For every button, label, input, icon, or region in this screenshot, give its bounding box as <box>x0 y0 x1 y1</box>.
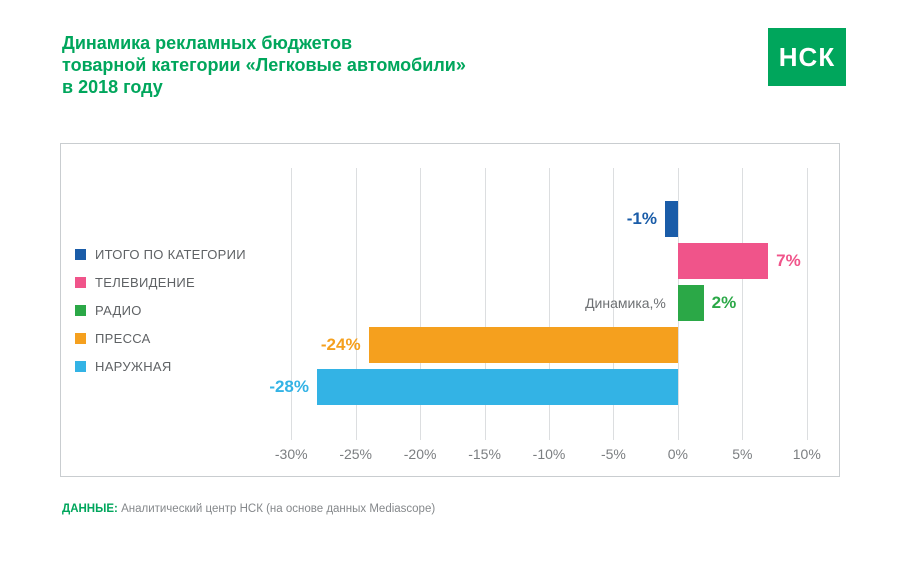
plot-area: -1% 7% 2% -24% -28% Динамика,% <box>259 168 839 440</box>
bar-value-label: 7% <box>776 251 801 270</box>
source-note: ДАННЫЕ: Аналитический центр НСК (на осно… <box>62 503 435 515</box>
legend-label: НАРУЖНАЯ <box>95 358 172 374</box>
legend-swatch <box>75 248 86 260</box>
gridline <box>549 168 550 440</box>
title-line-2: товарной категории «Легковые автомобили» <box>62 55 466 75</box>
legend-label: ПРЕССА <box>95 330 151 346</box>
legend-label: РАДИО <box>95 302 142 318</box>
title-line-3: в 2018 году <box>62 77 163 97</box>
legend-item: НАРУЖНАЯ <box>75 352 246 380</box>
x-axis: -30% -25% -20% -15% -10% -5% 0% 5% 10% <box>259 446 839 466</box>
legend-swatch <box>75 360 86 372</box>
gridline <box>291 168 293 440</box>
legend-item: ПРЕССА <box>75 324 246 352</box>
bar-value-label: -28% <box>269 377 309 396</box>
axis-annotation: Динамика,% <box>585 295 666 311</box>
gridline <box>742 168 744 440</box>
chart-area: ИТОГО ПО КАТЕГОРИИ ТЕЛЕВИДЕНИЕ РАДИО ПРЕССА… <box>60 143 840 477</box>
source-text: Аналитический центр НСК (на основе данны… <box>117 503 436 515</box>
bar-value-label: -24% <box>320 335 361 354</box>
x-tick-label: -30% <box>274 446 308 462</box>
gridline <box>613 168 615 440</box>
x-tick-label: -15% <box>468 446 501 462</box>
gridline <box>420 168 422 440</box>
x-tick-label: 0% <box>667 446 688 462</box>
bar <box>368 327 678 363</box>
x-tick-label: -10% <box>532 446 566 462</box>
x-tick-label: -20% <box>403 446 437 462</box>
gridline <box>484 168 486 440</box>
gridline <box>806 168 808 440</box>
nsk-logo-text: НСК <box>778 41 836 72</box>
x-tick-label: -5% <box>600 446 626 462</box>
bar <box>677 243 769 279</box>
x-tick-label: 5% <box>732 446 753 462</box>
legend-label: ТЕЛЕВИДЕНИЕ <box>95 274 196 290</box>
nsk-logo: НСК <box>768 28 846 86</box>
legend-item: ИТОГО ПО КАТЕГОРИИ <box>75 240 246 268</box>
bar-value-label: 2% <box>711 293 737 312</box>
legend: ИТОГО ПО КАТЕГОРИИ ТЕЛЕВИДЕНИЕ РАДИО ПРЕССА… <box>75 240 246 380</box>
bar <box>665 201 678 237</box>
chart-title: Динамика рекламных бюджетов товарной кат… <box>62 32 466 98</box>
gridline <box>355 168 357 440</box>
title-line-1: Динамика рекламных бюджетов <box>62 33 353 53</box>
bar <box>677 285 704 321</box>
legend-item: ТЕЛЕВИДЕНИЕ <box>75 268 246 296</box>
x-tick-label: 10% <box>792 446 821 462</box>
legend-swatch <box>75 276 86 288</box>
legend-swatch <box>75 304 86 316</box>
legend-label: ИТОГО ПО КАТЕГОРИИ <box>95 246 246 262</box>
legend-swatch <box>75 332 86 344</box>
x-tick-label: -25% <box>339 446 372 462</box>
legend-item: РАДИО <box>75 296 246 324</box>
bar <box>317 369 678 405</box>
source-label: ДАННЫЕ: <box>62 503 118 515</box>
bar-value-label: -1% <box>626 209 657 228</box>
